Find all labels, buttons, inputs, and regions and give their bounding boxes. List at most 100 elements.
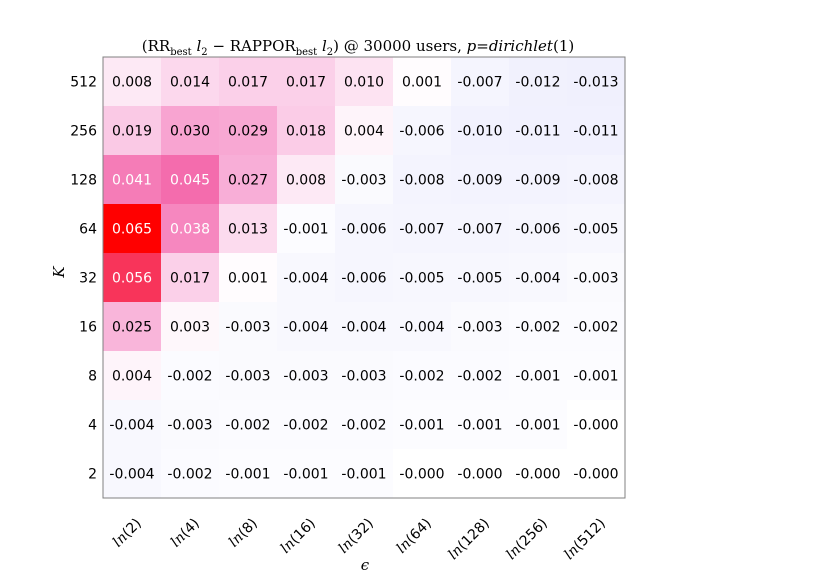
heatmap-cell (509, 57, 568, 107)
x-tick-label: ln(64) (394, 516, 435, 557)
heatmap-cell (335, 449, 394, 499)
heatmap-cell (509, 449, 568, 499)
heatmap-cell (277, 106, 336, 156)
heatmap-cell (277, 155, 336, 205)
y-tick-label: 8 (88, 369, 97, 385)
x-tick-labels: ln(2) ln(4) ln(8) ln(16) ln(32) ln(64)ln(128)… (110, 516, 609, 563)
heatmap-cell (451, 400, 510, 450)
cell-value-label: -0.003 (457, 320, 502, 336)
y-tick-label: 64 (79, 222, 97, 238)
cell-value-label: -0.008 (573, 173, 618, 189)
cell-value-label: -0.002 (399, 369, 444, 385)
heatmap-cell (393, 302, 452, 352)
heatmap-cell (567, 106, 626, 156)
cell-value-label: 0.010 (344, 75, 384, 91)
cell-value-label: -0.003 (341, 173, 386, 189)
heatmap-cell-labels: 0.008 0.014 0.017 0.017 0.010 0.001 -0.007 -0.0… (109, 75, 618, 483)
cell-value-label: -0.000 (573, 418, 618, 434)
heatmap-cell (451, 57, 510, 107)
cell-value-label: 0.025 (112, 320, 152, 336)
cell-value-label: -0.001 (457, 418, 502, 434)
heatmap-cell (567, 253, 626, 303)
heatmap-cell (393, 155, 452, 205)
heatmap-cell (103, 351, 162, 401)
cell-value-label: 0.004 (112, 369, 152, 385)
heatmap-cells (103, 57, 626, 499)
heatmap-cell (161, 204, 220, 254)
heatmap-cell (277, 204, 336, 254)
heatmap-cell (451, 449, 510, 499)
cell-value-label: 0.014 (170, 75, 210, 91)
cell-value-label: -0.004 (399, 320, 444, 336)
cell-value-label: 0.003 (170, 320, 210, 336)
title-sub-rr: best (170, 47, 191, 58)
heatmap-cell (567, 351, 626, 401)
cell-value-label: -0.004 (283, 320, 328, 336)
heatmap-cell (277, 351, 336, 401)
heatmap-cell (451, 106, 510, 156)
cell-value-label: -0.001 (515, 418, 560, 434)
cell-value-label: -0.006 (341, 222, 386, 238)
cell-value-label: -0.007 (457, 75, 502, 91)
heatmap-cell (335, 155, 394, 205)
heatmap-cell (103, 400, 162, 450)
heatmap-cell (335, 204, 394, 254)
heatmap-cell (451, 302, 510, 352)
cell-value-label: -0.003 (573, 271, 618, 287)
cell-value-label: -0.002 (225, 418, 270, 434)
cell-value-label: -0.001 (283, 467, 328, 483)
x-tick-label: ln(8) (226, 516, 261, 551)
heatmap-cell (393, 106, 452, 156)
heatmap-cell (509, 106, 568, 156)
heatmap-cell (161, 155, 220, 205)
heatmap-cell (103, 155, 162, 205)
heatmap-cell (103, 449, 162, 499)
cell-value-label: -0.003 (225, 369, 270, 385)
cell-value-label: -0.001 (399, 418, 444, 434)
heatmap-cell (335, 302, 394, 352)
title-two-rr: 2 (201, 47, 207, 58)
title-l-rr: l (192, 37, 202, 55)
heatmap-cell (219, 253, 278, 303)
cell-value-label: -0.008 (399, 173, 444, 189)
heatmap-cell (277, 302, 336, 352)
cell-value-label: 0.019 (112, 124, 152, 140)
cell-value-label: -0.004 (109, 418, 154, 434)
cell-value-label: -0.007 (457, 222, 502, 238)
heatmap-cell (567, 302, 626, 352)
cell-value-label: -0.003 (167, 418, 212, 434)
heatmap-cell (161, 57, 220, 107)
heatmap-cell (161, 106, 220, 156)
cell-value-label: 0.001 (228, 271, 268, 287)
x-tick-label: ln(512) (561, 516, 608, 563)
y-tick-label: 16 (79, 320, 97, 336)
cell-value-label: -0.009 (457, 173, 502, 189)
x-tick-label: ln(16) (278, 516, 319, 557)
cell-value-label: -0.011 (515, 124, 560, 140)
cell-value-label: -0.007 (399, 222, 444, 238)
x-axis-label: ϵ (361, 556, 370, 571)
x-tick-label: ln(32) (336, 516, 377, 557)
cell-value-label: 0.030 (170, 124, 210, 140)
title-l-rappor: l (317, 37, 327, 55)
heatmap-cell (509, 204, 568, 254)
heatmap-cell (335, 253, 394, 303)
heatmap-cell (219, 57, 278, 107)
cell-value-label: -0.004 (341, 320, 386, 336)
cell-value-label: -0.002 (457, 369, 502, 385)
heatmap-cell (277, 400, 336, 450)
heatmap-cell (567, 449, 626, 499)
y-tick-label: 256 (70, 124, 97, 140)
y-tick-label: 2 (88, 467, 97, 483)
cell-value-label: -0.010 (457, 124, 502, 140)
heatmap-cell (393, 449, 452, 499)
heatmap-cell (567, 57, 626, 107)
cell-value-label: -0.000 (515, 467, 560, 483)
y-tick-label: 4 (88, 418, 97, 434)
cell-value-label: 0.008 (286, 173, 326, 189)
cell-value-label: -0.001 (225, 467, 270, 483)
cell-value-label: -0.000 (457, 467, 502, 483)
heatmap-cell (161, 400, 220, 450)
heatmap-cell (567, 155, 626, 205)
cell-value-label: 0.056 (112, 271, 152, 287)
